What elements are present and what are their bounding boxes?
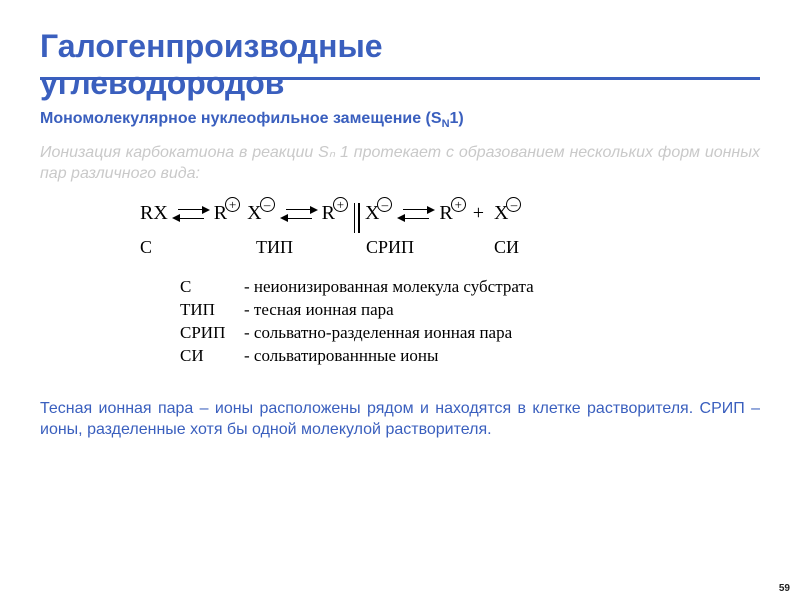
title-line-1: Галогенпроизводные: [40, 28, 383, 64]
title-underline: [40, 77, 760, 80]
slide-title: Галогенпроизводные углеводородов: [40, 28, 760, 102]
equation-row: RX R+ X– R+ X– R+ + X–: [140, 199, 760, 229]
legend-row: С - неионизированная молекула субстрата: [180, 276, 760, 299]
subtitle-pre: Мономолекулярное нуклеофильное замещение…: [40, 110, 442, 127]
legend-value: - сольватированнные ионы: [244, 345, 438, 368]
equilibrium-arrow-icon: [282, 207, 316, 221]
eq-rx: RX: [140, 202, 168, 225]
equilibrium-arrow-icon: [174, 207, 208, 221]
legend-value: - сольватно-разделенная ионная пара: [244, 322, 512, 345]
charge-plus-icon: +: [225, 197, 240, 212]
legend-key: СИ: [180, 345, 244, 368]
label-tip: ТИП: [256, 237, 316, 258]
bottom-paragraph: Тесная ионная пара – ионы расположены ря…: [40, 398, 760, 441]
charge-minus-icon: –: [506, 197, 521, 212]
label-si: СИ: [494, 237, 519, 258]
equation-labels-row: С ТИП СРИП СИ: [140, 237, 760, 258]
charge-plus-icon: +: [451, 197, 466, 212]
legend-row: СИ - сольватированнные ионы: [180, 345, 760, 368]
faded-intro-text: Ионизация карбокатиона в реакции Sₙ 1 пр…: [40, 142, 760, 185]
charge-minus-icon: –: [260, 197, 275, 212]
label-srip: СРИП: [366, 237, 446, 258]
charge-plus-icon: +: [333, 197, 348, 212]
subtitle-sub: N: [442, 118, 450, 130]
eq-plus: +: [473, 202, 484, 225]
subtitle-post: 1): [450, 110, 464, 127]
legend-value: - неионизированная молекула субстрата: [244, 276, 534, 299]
page-number: 59: [779, 583, 790, 594]
legend: С - неионизированная молекула субстрата …: [180, 276, 760, 368]
label-c: С: [140, 237, 176, 258]
title-line-2: углеводородов: [40, 65, 284, 101]
charge-minus-icon: –: [377, 197, 392, 212]
legend-row: СРИП - сольватно-разделенная ионная пара: [180, 322, 760, 345]
separator-icon: [353, 203, 361, 233]
subtitle: Мономолекулярное нуклеофильное замещение…: [40, 110, 760, 130]
equilibrium-arrow-icon: [399, 207, 433, 221]
legend-key: С: [180, 276, 244, 299]
legend-value: - тесная ионная пара: [244, 299, 394, 322]
legend-key: СРИП: [180, 322, 244, 345]
legend-key: ТИП: [180, 299, 244, 322]
legend-row: ТИП - тесная ионная пара: [180, 299, 760, 322]
slide: Галогенпроизводные углеводородов Мономол…: [0, 0, 800, 600]
